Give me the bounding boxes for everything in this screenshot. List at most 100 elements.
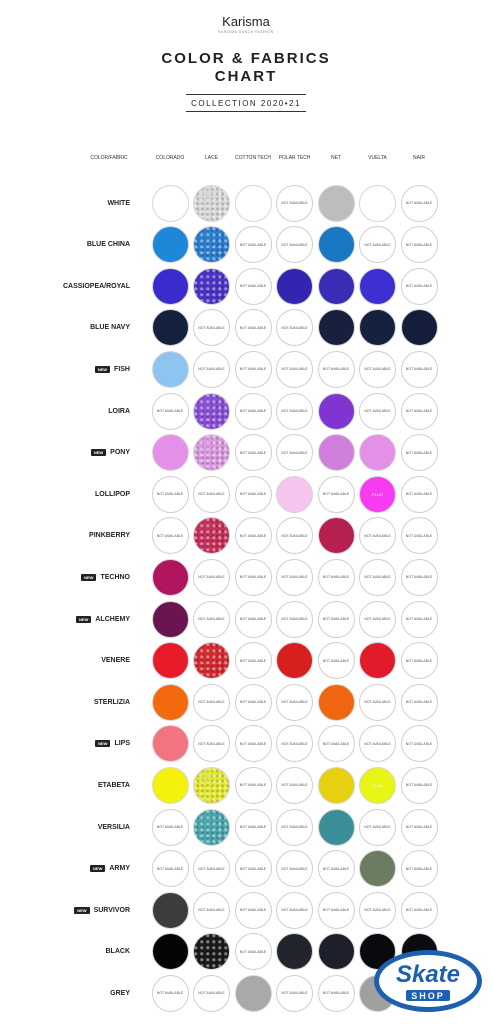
cell-text: NOT AVAILABLE: [364, 617, 391, 621]
color-swatch: [193, 434, 230, 472]
title-line: CHART: [214, 68, 278, 85]
cell-text: NOT AVAILABLE: [281, 409, 308, 413]
logo-shape: [379, 955, 477, 1007]
cell-text: NOT AVAILABLE: [364, 242, 391, 247]
cell-text: NOT AVAILABLE: [364, 700, 391, 705]
color-swatch: [317, 309, 355, 347]
color-swatch: [317, 267, 355, 305]
not-available-cell: NOT AVAILABLE: [276, 226, 313, 264]
new-badge: NEW: [81, 573, 97, 581]
color-swatch: [151, 933, 189, 971]
color-swatch: [151, 725, 189, 763]
not-available-cell: NOT AVAILABLE: [234, 517, 272, 555]
color-swatch: [234, 184, 272, 222]
not-available-cell: NOT AVAILABLE: [400, 808, 438, 846]
not-available-cell: NOT AVAILABLE: [276, 184, 313, 222]
not-available-cell: NOT AVAILABLE: [276, 850, 313, 888]
not-available-cell: NOT AVAILABLE: [317, 974, 355, 1012]
row-name: ETABETA: [97, 781, 130, 789]
row-label: VENERE: [20, 656, 130, 666]
not-available-cell: NOT AVAILABLE: [359, 683, 396, 721]
cell-text: NOT AVAILABLE: [156, 825, 184, 829]
cell-text: NOT AVAILABLE: [405, 658, 433, 663]
color-swatch: [193, 642, 230, 680]
not-available-cell: NOT AVAILABLE: [276, 600, 313, 638]
not-available-cell: NOT AVAILABLE: [400, 642, 438, 680]
new-badge: NEW: [90, 449, 107, 457]
not-available-cell: NOT AVAILABLE: [400, 891, 438, 929]
not-available-cell: NOT AVAILABLE: [400, 392, 438, 430]
new-badge: NEW: [74, 906, 90, 914]
not-available-cell: NOT AVAILABLE: [234, 891, 272, 929]
not-available-cell: NOT AVAILABLE: [234, 933, 272, 971]
not-available-cell: NOT AVAILABLE: [317, 600, 355, 638]
row-label: BLACK: [20, 947, 131, 957]
cell-text: NOT AVAILABLE: [239, 908, 267, 913]
row-label: NEW PONY: [20, 448, 130, 458]
cell-text: NOT AVAILABLE: [364, 367, 391, 372]
not-available-cell: NOT AVAILABLE: [234, 475, 272, 513]
cell-text: NOT AVAILABLE: [405, 284, 433, 289]
color-swatch: [359, 184, 396, 222]
color-swatch: [317, 766, 355, 804]
logo-shape: [406, 990, 450, 1001]
not-available-cell: NOT AVAILABLE: [400, 558, 438, 596]
cell-text: NOT AVAILABLE: [198, 575, 225, 580]
not-available-cell: NOT AVAILABLE: [400, 226, 438, 264]
cell-text: NOT AVAILABLE: [405, 450, 433, 455]
not-available-cell: NOT AVAILABLE: [317, 725, 355, 763]
not-available-cell: NOT AVAILABLE: [317, 558, 355, 596]
not-available-cell: NOT AVAILABLE: [359, 600, 396, 638]
row-name: GREY: [110, 989, 130, 997]
color-swatch: [317, 434, 355, 472]
not-available-cell: NOT AVAILABLE: [234, 766, 272, 804]
title-line: COLOR & FABRICS: [161, 50, 331, 67]
not-available-cell: NOT AVAILABLE: [234, 808, 272, 846]
cell-text: NOT AVAILABLE: [281, 866, 308, 871]
cell-text: NOT AVAILABLE: [322, 991, 350, 996]
row-name: BLUE NAVY: [90, 324, 130, 332]
row-name: VERSILIA: [97, 823, 130, 831]
not-available-cell: NOT AVAILABLE: [400, 517, 438, 555]
not-available-cell: NOT AVAILABLE: [359, 517, 396, 555]
color-swatch: [276, 933, 313, 971]
cell-text: NOT AVAILABLE: [239, 741, 267, 746]
cell-text: NOT AVAILABLE: [281, 367, 308, 372]
new-badge: NEW: [76, 615, 92, 623]
row-name: LOIRA: [108, 407, 130, 415]
not-available-cell: NOT AVAILABLE: [276, 517, 313, 555]
cell-text: NOT AVAILABLE: [405, 617, 433, 621]
column-header: LACE: [204, 155, 219, 161]
color-swatch: [151, 766, 189, 804]
color-swatch: [193, 766, 230, 804]
not-available-cell: NOT AVAILABLE: [400, 475, 438, 513]
swatch-label: FLUO: [372, 491, 383, 497]
cell-text: NOT AVAILABLE: [405, 367, 433, 372]
not-available-cell: NOT AVAILABLE: [359, 808, 396, 846]
not-available-cell: NOT AVAILABLE: [193, 891, 230, 929]
not-available-cell: NOT AVAILABLE: [276, 683, 313, 721]
not-available-cell: NOT AVAILABLE: [151, 808, 189, 846]
cell-text: NOT AVAILABLE: [405, 783, 433, 788]
cell-text: NOT AVAILABLE: [322, 575, 350, 580]
not-available-cell: NOT AVAILABLE: [276, 891, 313, 929]
color-swatch: [359, 434, 396, 472]
not-available-cell: NOT AVAILABLE: [276, 434, 313, 472]
row-label: WHITE: [20, 198, 130, 208]
column-header: NAIR: [413, 155, 425, 161]
color-swatch: [193, 808, 230, 846]
row-name: TECHNO: [100, 573, 130, 581]
cell-text: NOT AVAILABLE: [405, 741, 433, 746]
cell-text: NOT AVAILABLE: [198, 367, 225, 372]
not-available-cell: NOT AVAILABLE: [234, 434, 272, 472]
color-swatch: [193, 517, 230, 555]
cell-text: NOT AVAILABLE: [239, 325, 267, 330]
cell-text: NOT AVAILABLE: [239, 949, 267, 954]
color-swatch: [317, 808, 355, 846]
cell-text: NOT AVAILABLE: [322, 492, 350, 497]
not-available-cell: NOT AVAILABLE: [276, 558, 313, 596]
color-swatch: [400, 309, 438, 347]
column-header: VUELTA: [368, 155, 387, 161]
logo-sub: SHOP: [411, 991, 445, 1001]
cell-text: NOT AVAILABLE: [405, 866, 433, 871]
